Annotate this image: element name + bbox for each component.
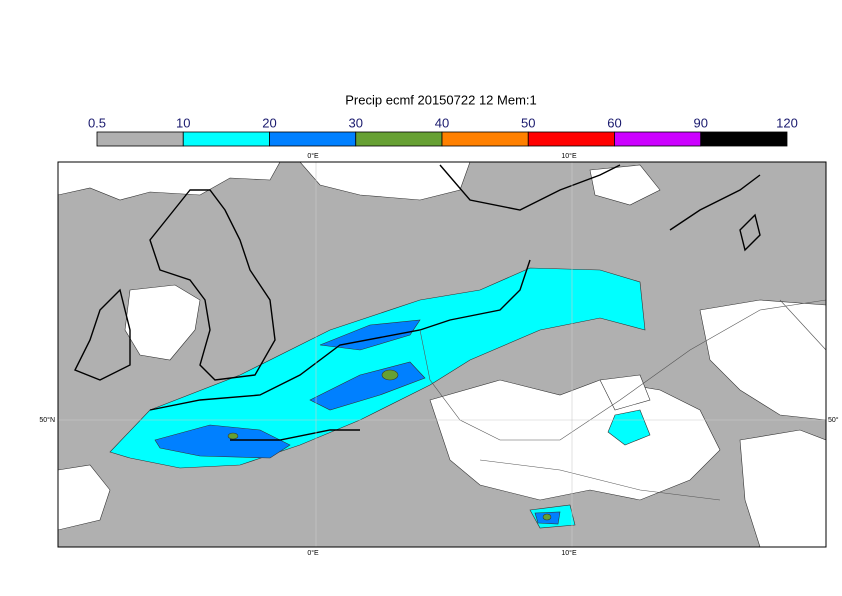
lon-label: 10°E (561, 549, 577, 557)
colorbar-swatch (182, 131, 270, 147)
colorbar-label: 50 (521, 115, 535, 130)
lon-label: 0°E (307, 549, 319, 557)
lon-label: 0°E (307, 152, 319, 160)
colorbar-label: 60 (607, 115, 621, 130)
colorbar-swatch (355, 131, 443, 147)
colorbar-label: 30 (349, 115, 363, 130)
moderate-precip (109, 267, 646, 469)
colorbar-label: 120 (776, 115, 798, 130)
colorbar: 0.5 10 20 30 40 50 60 90 120 (88, 115, 798, 147)
borders (419, 299, 826, 501)
colorbar-swatch (614, 131, 702, 147)
lon-label: 10°E (561, 152, 577, 160)
lat-label: 50°N (39, 416, 55, 424)
colorbar-swatch (269, 131, 357, 147)
lat-label: 50° (828, 416, 839, 424)
map-layers (58, 162, 826, 547)
colorbar-swatch (441, 131, 529, 147)
dry-areas (58, 162, 826, 547)
moderate-precip (607, 409, 651, 446)
colorbar-swatch (96, 131, 184, 147)
colorbar-label: 40 (435, 115, 449, 130)
very-heavy-precip (227, 369, 552, 521)
heavy-precip (154, 319, 561, 525)
title: Precip ecmf 20150722 12 Mem:1 (345, 92, 537, 107)
colorbar-swatch (527, 131, 615, 147)
colorbar-label: 0.5 (88, 115, 106, 130)
colorbar-label: 90 (694, 115, 708, 130)
graticule (58, 162, 826, 547)
coastlines (74, 164, 761, 441)
map-frame (57, 161, 827, 548)
colorbar-label: 20 (262, 115, 276, 130)
colorbar-swatch (700, 131, 788, 147)
map: 0°E 10°E 0°E 10°E 50°N 50° (39, 152, 838, 557)
colorbar-label: 10 (176, 115, 190, 130)
